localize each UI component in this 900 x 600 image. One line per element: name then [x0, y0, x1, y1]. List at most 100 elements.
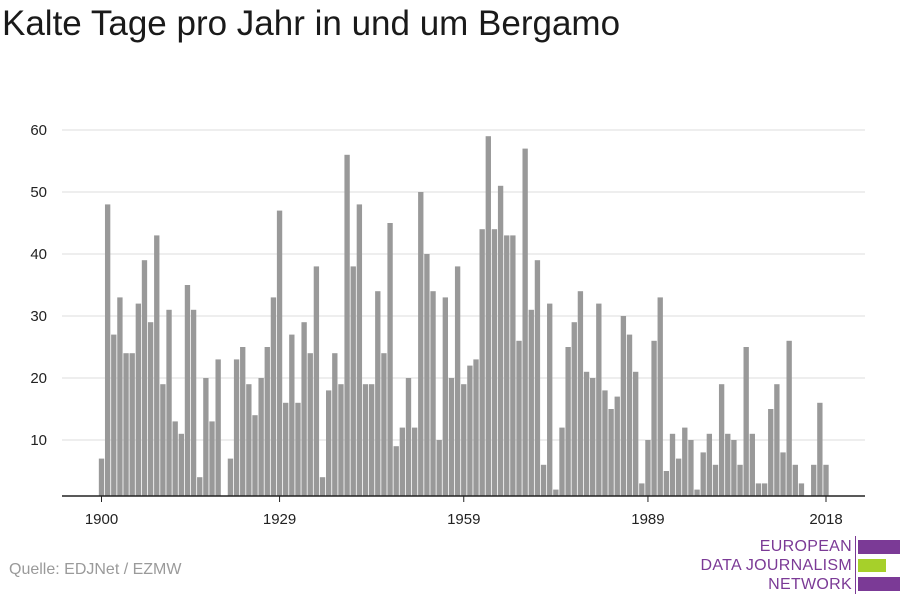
bar-1947 [387, 223, 393, 496]
bar-1960 [467, 365, 473, 496]
bar-1964 [491, 229, 498, 496]
bar-1917 [203, 378, 209, 496]
bar-1959 [461, 384, 467, 496]
bar-1945 [375, 291, 381, 496]
bars [98, 136, 829, 497]
bar-1908 [147, 322, 154, 496]
bar-1951 [411, 427, 418, 496]
bar-2000 [712, 464, 719, 496]
bar-1958 [454, 266, 461, 496]
bar-1944 [368, 384, 375, 496]
bar-1974 [553, 489, 559, 496]
bar-1929 [276, 210, 283, 496]
logo-line-3: NETWORK [768, 576, 852, 593]
bar-1948 [393, 446, 399, 496]
bar-1935 [313, 266, 320, 496]
bar-1976 [565, 347, 571, 496]
bar-2006 [749, 433, 755, 496]
bar-1923 [240, 347, 246, 496]
bar-1952 [418, 192, 424, 496]
bar-1919 [215, 359, 221, 496]
y-tick-label: 60 [30, 122, 47, 139]
bar-1956 [442, 297, 449, 496]
bar-1997 [694, 489, 700, 496]
bar-1909 [154, 235, 160, 496]
bar-1915 [190, 309, 197, 496]
bar-2004 [737, 464, 743, 496]
bar-2003 [731, 440, 737, 496]
bar-1961 [473, 359, 479, 496]
bar-1963 [485, 136, 491, 496]
bar-1939 [338, 384, 344, 496]
bar-1937 [326, 390, 332, 496]
bar-1901 [104, 204, 111, 496]
bar-1904 [123, 353, 129, 496]
bar-1995 [682, 427, 688, 496]
logo-bar-middle [858, 559, 886, 572]
bar-1926 [258, 378, 264, 496]
y-tick-label: 10 [30, 432, 47, 449]
bar-1986 [626, 334, 633, 496]
bar-1953 [424, 254, 430, 496]
bar-2014 [798, 483, 805, 496]
bar-1965 [497, 185, 504, 497]
logo-separator [855, 536, 856, 594]
x-tick-label: 1900 [85, 511, 118, 528]
bar-1903 [117, 297, 123, 496]
bar-1962 [479, 229, 485, 496]
bar-1984 [614, 396, 620, 496]
bar-1916 [197, 477, 203, 496]
bar-1933 [301, 322, 307, 496]
bar-1981 [596, 303, 602, 496]
bar-2005 [743, 347, 749, 496]
bar-2001 [718, 384, 725, 496]
bar-1998 [700, 452, 706, 496]
logo-bar-top [858, 540, 900, 554]
bar-1994 [675, 458, 682, 496]
bar-1978 [577, 291, 584, 496]
bar-2018 [823, 464, 829, 496]
bar-2009 [768, 409, 774, 496]
bar-2011 [780, 452, 786, 496]
bar-1988 [639, 483, 645, 496]
bar-1983 [608, 409, 614, 496]
bar-1918 [209, 421, 215, 496]
bar-1934 [307, 353, 313, 496]
bar-1977 [571, 322, 577, 496]
bar-1990 [651, 340, 657, 496]
bar-2012 [786, 340, 792, 496]
y-tick-label: 50 [30, 184, 47, 201]
bar-1957 [448, 378, 455, 496]
logo-line-1: EUROPEAN [759, 538, 852, 555]
bar-1968 [516, 340, 522, 496]
logo-line-2: DATA JOURNALISM [700, 557, 852, 574]
bar-1946 [381, 353, 387, 496]
bar-1996 [688, 440, 694, 496]
bar-1989 [645, 440, 651, 496]
bar-1992 [663, 471, 670, 496]
bar-1966 [504, 235, 510, 496]
bar-1941 [350, 266, 356, 496]
x-tick-label: 2018 [809, 511, 842, 528]
bar-1940 [344, 154, 350, 497]
edjnet-logo: EUROPEAN DATA JOURNALISM NETWORK [700, 536, 900, 596]
bar-1943 [362, 384, 369, 496]
bar-1927 [264, 347, 270, 496]
bar-1985 [620, 316, 627, 496]
y-tick-label: 30 [30, 308, 47, 325]
bar-1980 [590, 378, 596, 496]
y-tick-label: 40 [30, 246, 47, 263]
bar-1955 [436, 440, 442, 496]
bar-1969 [522, 148, 528, 496]
bar-2007 [755, 483, 762, 496]
bar-1975 [559, 427, 565, 496]
bar-1911 [166, 309, 172, 496]
bar-1925 [252, 415, 258, 496]
bar-1931 [289, 334, 295, 496]
bar-2016 [811, 464, 817, 496]
bar-1928 [270, 297, 277, 496]
bar-1924 [246, 384, 252, 496]
source-note: Quelle: EDJNet / EZMW [9, 561, 182, 578]
bar-1991 [657, 297, 663, 496]
